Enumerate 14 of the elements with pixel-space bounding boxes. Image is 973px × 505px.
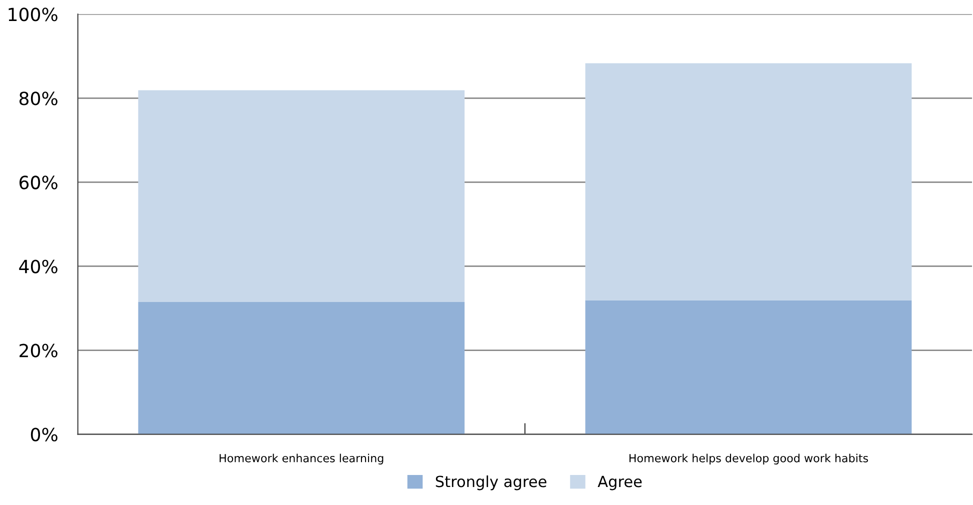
legend-label: Strongly agree xyxy=(436,475,546,490)
x-tick-label: Homework enhances learning xyxy=(220,454,384,464)
bar xyxy=(138,302,465,434)
legend-label: Agree xyxy=(598,476,642,490)
y-tick-label: 60% xyxy=(20,176,58,190)
x-tick-label: Homework helps develop good work habits xyxy=(630,454,868,464)
y-tick-label: 20% xyxy=(20,344,58,358)
y-tick-label: 40% xyxy=(19,260,58,274)
y-tick-label: 100% xyxy=(8,8,58,22)
y-tick-label: 0% xyxy=(30,428,58,442)
y-tick-label: 80% xyxy=(19,92,58,106)
bar xyxy=(585,63,912,300)
bar xyxy=(138,90,465,302)
bar xyxy=(585,300,912,434)
